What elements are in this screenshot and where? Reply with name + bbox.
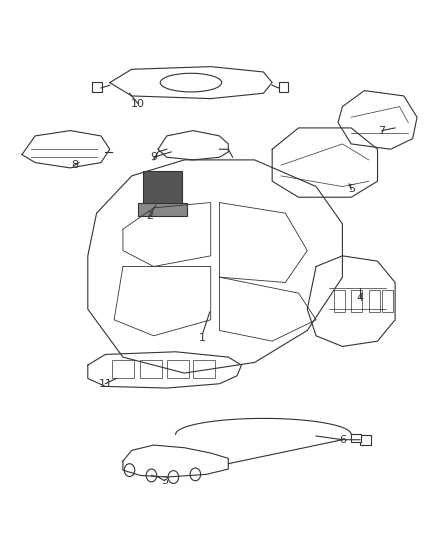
Bar bbox=[368, 290, 379, 312]
Bar bbox=[193, 360, 215, 378]
Text: 8: 8 bbox=[71, 160, 78, 170]
Bar bbox=[333, 290, 344, 312]
Circle shape bbox=[168, 471, 178, 483]
Ellipse shape bbox=[160, 74, 221, 92]
Text: 6: 6 bbox=[338, 435, 345, 445]
Bar bbox=[350, 434, 360, 442]
Bar bbox=[278, 82, 288, 92]
Bar bbox=[166, 360, 188, 378]
Bar bbox=[381, 290, 392, 312]
Text: 2: 2 bbox=[145, 211, 152, 221]
Circle shape bbox=[190, 468, 200, 481]
Text: 4: 4 bbox=[356, 294, 363, 303]
Text: 7: 7 bbox=[378, 126, 385, 135]
Bar bbox=[140, 360, 162, 378]
Circle shape bbox=[146, 469, 156, 482]
Text: 1: 1 bbox=[198, 334, 205, 343]
Bar bbox=[92, 82, 102, 92]
Text: 5: 5 bbox=[347, 184, 354, 194]
Bar bbox=[138, 203, 186, 216]
Text: 3: 3 bbox=[161, 476, 168, 486]
Text: 11: 11 bbox=[98, 379, 112, 389]
Bar bbox=[142, 171, 182, 205]
Circle shape bbox=[124, 464, 134, 477]
Text: 9: 9 bbox=[150, 152, 157, 162]
Bar bbox=[359, 435, 370, 445]
Bar bbox=[112, 360, 134, 378]
Bar bbox=[350, 290, 361, 312]
Text: 10: 10 bbox=[131, 99, 145, 109]
